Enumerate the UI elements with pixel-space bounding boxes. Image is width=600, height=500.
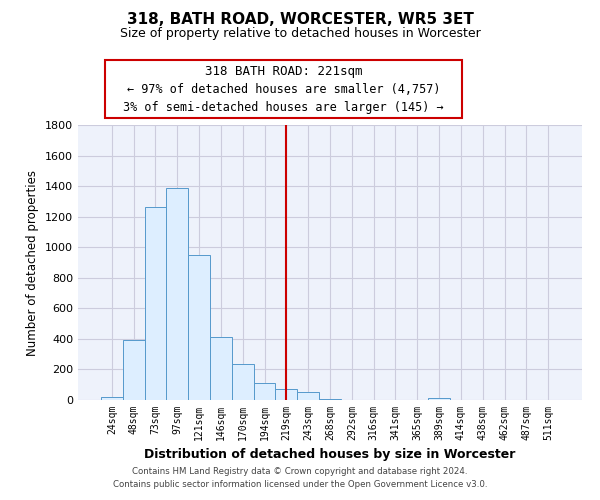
Text: ← 97% of detached houses are smaller (4,757): ← 97% of detached houses are smaller (4,… [127,83,440,96]
Bar [232,364,254,400]
Y-axis label: Number of detached properties: Number of detached properties [26,170,40,356]
Bar [101,397,123,400]
Bar [145,208,166,400]
Text: Size of property relative to detached houses in Worcester: Size of property relative to detached ho… [119,28,481,40]
Bar [123,340,145,400]
Bar [275,390,297,400]
Bar [428,398,450,400]
Text: Contains HM Land Registry data © Crown copyright and database right 2024.: Contains HM Land Registry data © Crown c… [132,467,468,476]
Bar [166,188,188,400]
Bar [188,255,210,400]
Bar [210,336,232,400]
Text: 3% of semi-detached houses are larger (145) →: 3% of semi-detached houses are larger (1… [123,101,444,114]
Text: 318, BATH ROAD, WORCESTER, WR5 3ET: 318, BATH ROAD, WORCESTER, WR5 3ET [127,12,473,28]
Text: 318 BATH ROAD: 221sqm: 318 BATH ROAD: 221sqm [205,65,362,78]
Text: Contains public sector information licensed under the Open Government Licence v3: Contains public sector information licen… [113,480,487,489]
Bar [254,383,275,400]
Bar [297,392,319,400]
X-axis label: Distribution of detached houses by size in Worcester: Distribution of detached houses by size … [145,448,515,462]
Bar [319,399,341,400]
